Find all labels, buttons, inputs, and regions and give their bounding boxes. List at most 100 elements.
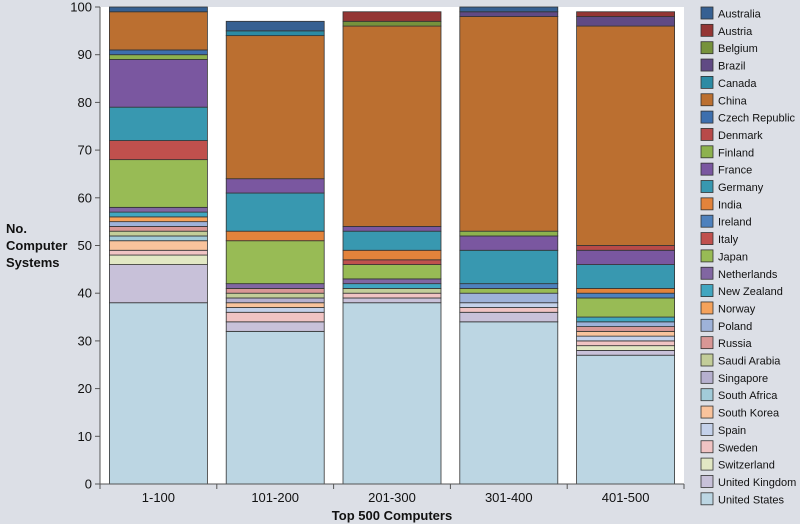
bar-segment-201-300-italy [342, 259, 442, 265]
legend-label-new-zealand: New Zealand [718, 286, 783, 298]
bar-segment-201-300-france [342, 226, 442, 232]
bar-segment-1-100-czech-republic [109, 49, 208, 56]
bar-segment-101-200-sweden [225, 311, 325, 323]
y-tick-label: 10 [78, 429, 92, 444]
bar-segment-201-300-new-zealand [342, 283, 442, 289]
legend-swatch-switzerland [700, 457, 714, 471]
bar-segment-1-100-china [109, 11, 208, 51]
bar-segment-401-500-ireland [576, 292, 675, 299]
x-axis-title: Top 500 Computers [332, 508, 452, 523]
x-tick-label: 101-200 [251, 490, 299, 505]
legend-label-brazil: Brazil [718, 61, 746, 73]
legend-swatch-canada [700, 76, 714, 89]
bar-segment-1-100-france [109, 59, 208, 108]
y-tick-label: 50 [78, 238, 92, 253]
x-tick-label: 1-100 [142, 490, 175, 505]
legend-label-spain: Spain [718, 425, 746, 437]
bar-segment-101-200-india [225, 230, 325, 242]
legend-label-india: India [718, 199, 743, 211]
bar-segment-1-100-italy [109, 140, 208, 161]
bar-segment-1-100-south-africa [109, 235, 208, 242]
y-axis-title: Computer [6, 238, 67, 253]
legend-label-russia: Russia [718, 338, 753, 350]
legend-swatch-south-korea [700, 405, 714, 419]
legend-swatch-finland [700, 145, 714, 159]
bar-segment-1-100-russia [109, 226, 208, 232]
legend-label-canada: Canada [718, 78, 757, 90]
bar-segment-301-400-poland [459, 292, 559, 304]
legend-swatch-sweden [700, 440, 714, 454]
legend-swatch-brazil [700, 58, 714, 72]
y-axis-title: No. [6, 221, 27, 236]
bar-segment-201-300-sweden [342, 292, 442, 299]
bar-segment-101-200-south-korea [225, 302, 325, 308]
y-tick-label: 20 [78, 381, 92, 396]
legend-label-austria: Austria [718, 26, 753, 38]
bar-segment-201-300-united-states [342, 302, 442, 485]
bar-segment-101-200-china [225, 35, 325, 180]
bar-segment-1-100-saudi-arabia [109, 230, 208, 237]
legend-swatch-australia [700, 6, 714, 20]
bar-segment-1-100-new-zealand [109, 211, 208, 218]
bar-segment-401-500-russia [576, 326, 675, 332]
legend-swatch-austria [700, 23, 714, 37]
bar-segment-401-500-united-states [576, 354, 675, 485]
legend-swatch-united-states [700, 492, 714, 506]
bar-segment-101-200-saudi-arabia [225, 292, 325, 299]
bar-segment-301-400-ireland [459, 283, 559, 289]
legend-swatch-china [700, 93, 714, 107]
bar-segment-301-400-china [459, 16, 559, 232]
legend-label-czech-republic: Czech Republic [718, 113, 796, 125]
legend-swatch-poland [700, 318, 714, 332]
y-tick-label: 90 [78, 47, 92, 62]
bar-segment-101-200-canada [225, 30, 325, 37]
bar-segment-201-300-belgium [342, 20, 442, 27]
legend-swatch-united-kingdom [700, 475, 714, 488]
bar-segment-101-200-united-kingdom [225, 321, 325, 332]
legend-label-france: France [718, 165, 752, 177]
bar-segment-301-400-germany [459, 249, 559, 285]
legend-label-finland: Finland [718, 147, 754, 159]
bar-segment-101-200-united-states [225, 330, 325, 485]
bar-segment-1-100-united-states [109, 302, 208, 485]
bar-segment-101-200-germany [225, 192, 325, 232]
y-tick-label: 0 [85, 477, 92, 492]
bar-segment-401-500-denmark [576, 245, 675, 251]
legend-swatch-denmark [700, 128, 714, 141]
x-tick-label: 301-400 [485, 490, 533, 505]
bar-segment-1-100-switzerland [109, 254, 208, 265]
bar-segment-401-500-brazil [576, 16, 675, 27]
bar-segment-301-400-finland [459, 230, 559, 237]
bar-segment-101-200-spain [225, 307, 325, 313]
bar-segment-301-400-sweden [459, 307, 559, 313]
y-tick-label: 60 [78, 190, 92, 205]
bar-segment-101-200-japan [225, 240, 325, 285]
legend-swatch-south-africa [700, 388, 714, 402]
legend-swatch-ireland [700, 214, 714, 228]
legend-swatch-spain [700, 422, 714, 436]
legend-label-australia: Australia [718, 9, 762, 21]
x-tick-label: 401-500 [602, 490, 650, 505]
legend-label-italy: Italy [718, 234, 739, 246]
bar-segment-401-500-china [576, 25, 675, 246]
bar-segment-1-100-finland [109, 54, 208, 60]
bar-segment-1-100-south-korea [109, 240, 208, 251]
bar-segment-201-300-saudi-arabia [342, 288, 442, 294]
bar-segment-401-500-france [576, 249, 675, 265]
bar-segment-1-100-australia [109, 6, 208, 13]
legend-swatch-italy [700, 232, 714, 245]
legend-swatch-japan [700, 249, 714, 263]
bar-segment-101-200-singapore [225, 297, 325, 304]
legend-swatch-singapore [700, 370, 714, 384]
bar-segment-1-100-sweden [109, 249, 208, 256]
bar-segment-101-200-france [225, 178, 325, 194]
legend-swatch-netherlands [700, 266, 714, 280]
legend-label-netherlands: Netherlands [718, 269, 778, 281]
bar-segment-401-500-india [576, 288, 675, 294]
bar-segment-301-400-japan [459, 288, 559, 294]
bar-segment-401-500-spain [576, 335, 675, 342]
bar-segment-1-100-japan [109, 159, 208, 208]
legend-label-united-states: United States [718, 494, 785, 506]
legend-label-ireland: Ireland [718, 217, 752, 229]
